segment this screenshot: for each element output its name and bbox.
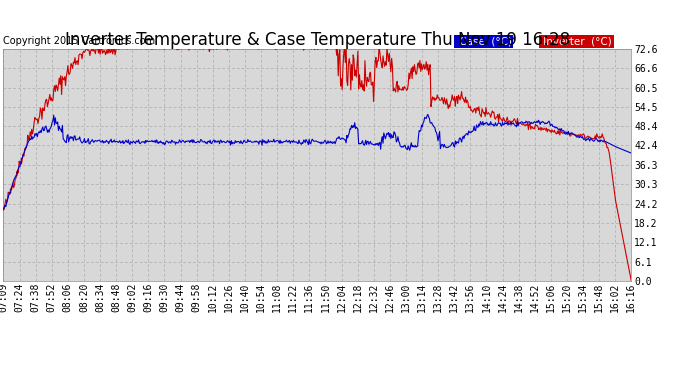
Title: Inverter Temperature & Case Temperature Thu Nov 19 16:28: Inverter Temperature & Case Temperature … [65,31,570,49]
Text: Copyright 2015 Cartronics.com: Copyright 2015 Cartronics.com [3,36,155,46]
Text: Case  (°C): Case (°C) [455,36,511,46]
Text: Inverter  (°C): Inverter (°C) [540,36,612,46]
